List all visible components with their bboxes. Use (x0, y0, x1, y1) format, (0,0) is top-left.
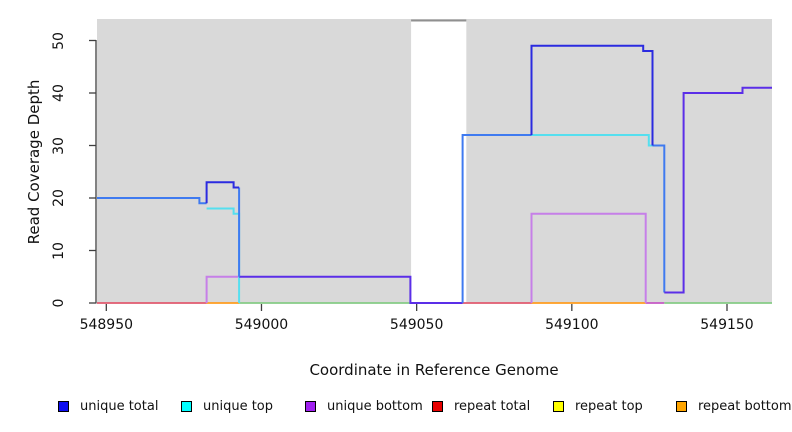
legend-swatch-icon (58, 400, 69, 412)
series-line-total-over-top-rise32 (461, 134, 532, 303)
x-tick-label: 549150 (700, 317, 754, 333)
x-tick-label: 549100 (545, 317, 599, 333)
series-line-total-over-bottom-right (664, 86, 772, 294)
x-tick-label: 549050 (389, 317, 444, 333)
y-axis-title: Read Coverage Depth (25, 79, 43, 245)
legend-item-unique-top: unique top (181, 398, 273, 414)
x-axis-title: Coordinate in Reference Genome (309, 361, 559, 379)
legend-item-repeat-top: repeat top (553, 398, 643, 414)
x-tick-label: 548950 (79, 317, 134, 333)
legend-label: unique bottom (327, 398, 423, 414)
legend-label: repeat bottom (698, 398, 792, 414)
series-line-unique-top-right (531, 134, 653, 147)
x-tick-label: 549000 (234, 317, 289, 333)
legend-swatch-icon (676, 400, 687, 412)
legend-swatch-icon (305, 400, 316, 412)
legend-label: repeat total (454, 398, 531, 414)
legend-label: unique top (203, 398, 274, 414)
y-tick-label: 10 (51, 241, 67, 260)
masked-region (411, 20, 467, 305)
series-line-unique-total-peak49 (530, 44, 654, 146)
legend-item-repeat-total: repeat total (432, 398, 530, 414)
series-line-total-over-bottom-mid (239, 275, 463, 304)
series-line-unique-bottom-left (205, 275, 241, 303)
series-line-total-over-top-left (97, 197, 207, 205)
legend-swatch-icon (553, 400, 564, 412)
legend-swatch-icon (432, 400, 443, 412)
legend-item-unique-bottom: unique bottom (305, 398, 423, 414)
y-tick-label: 0 (51, 298, 67, 308)
series-line-total-over-top-step30 (652, 144, 666, 293)
y-tick-label: 30 (51, 136, 67, 155)
y-tick-label: 50 (51, 31, 67, 50)
y-tick-label: 40 (51, 84, 67, 102)
series-line-unique-total-peak23 (205, 181, 240, 204)
series-line-unique-bottom-mid (530, 212, 647, 303)
legend-swatch-icon (181, 400, 192, 412)
y-tick-label: 20 (51, 189, 67, 207)
legend-item-repeat-bottom: repeat bottom (676, 398, 792, 414)
legend-label: unique total (80, 398, 159, 414)
legend-item-unique-total: unique total (58, 398, 158, 414)
legend-label: repeat top (575, 398, 643, 414)
